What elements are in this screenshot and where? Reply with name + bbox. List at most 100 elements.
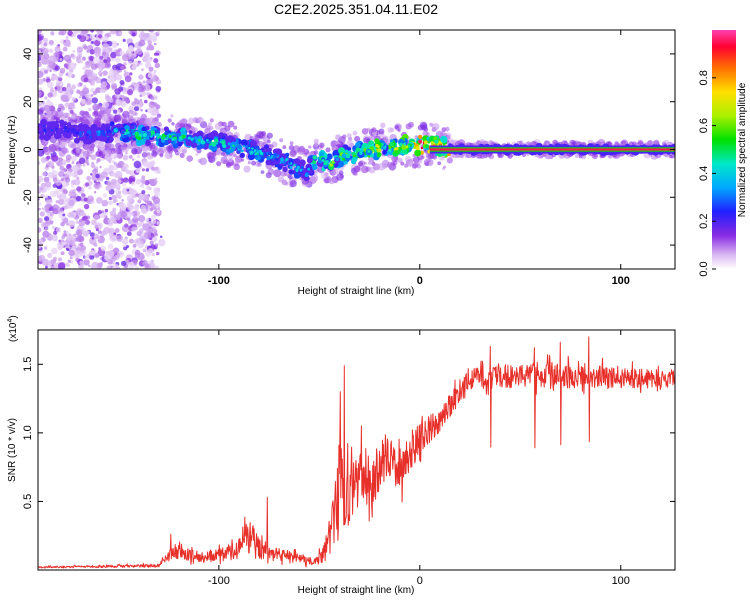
snr-panel: -100 0 100 0.5 1.0 1.5 Height of straight lin… (7, 315, 676, 596)
spectrogram-noise-dot (67, 234, 75, 242)
spectrogram-band-dot (210, 144, 218, 152)
spectrogram-noise-dot (38, 35, 42, 42)
spectrogram-core-dot (442, 143, 445, 146)
spectrogram-core-dot (377, 148, 382, 153)
spectrogram-band-dot (142, 137, 147, 142)
spectrogram-noise-dot (44, 246, 48, 250)
spectrogram-noise-dot (117, 153, 123, 160)
spectrogram-band-dot (50, 121, 55, 126)
spectrogram-noise-dot (61, 235, 65, 240)
spectrogram-noise-dot (53, 209, 59, 215)
spectrogram-noise-dot (112, 199, 117, 204)
spectrogram-halo-dot (55, 142, 60, 147)
spectrogram-noise-dot (65, 35, 69, 40)
spectrogram-band-dot (102, 135, 108, 141)
spectrogram-core-dot (394, 147, 398, 151)
spectrogram-noise-dot (77, 163, 82, 169)
spectrogram-band-dot (303, 175, 310, 182)
spectrogram-noise-dot (68, 189, 77, 197)
spectrogram-core-dot (290, 162, 293, 165)
spectrogram-noise-dot (136, 230, 142, 237)
snr-y-multiplier-close: ) (8, 315, 19, 318)
spectrogram-noise-dot (60, 251, 65, 256)
spectrogram-noise-dot (70, 179, 76, 185)
spectrogram-noise-dot (137, 155, 141, 158)
spectrogram-noise-dot (64, 177, 71, 183)
spectrogram-noise-dot (81, 216, 86, 221)
spectrogram-band-dot (240, 139, 248, 147)
spectrogram-noise-dot (48, 61, 56, 69)
spectrogram-halo-dot (273, 169, 282, 178)
spectrogram-core-dot (403, 142, 406, 145)
spectrogram-halo-dot (260, 170, 265, 175)
spectrogram-noise-dot (38, 207, 41, 211)
spectrogram-noise-dot (123, 72, 128, 77)
spectrogram-noise-dot (131, 181, 136, 186)
spectrogram-noise-dot (89, 154, 93, 158)
spectrogram-noise-dot (114, 228, 120, 233)
spectrogram-noise-dot (64, 233, 68, 237)
spectrogram-core-dot (399, 142, 403, 146)
spectrogram-x-label: Height of straight line (km) (298, 286, 415, 297)
spectrogram-halo-dot (104, 107, 112, 115)
spectrogram-core-dot (253, 149, 257, 153)
spectrogram-noise-dot (122, 38, 126, 43)
spectrogram-core-dot (296, 165, 300, 169)
spectrogram-noise-dot (101, 81, 108, 88)
spectrogram-halo-dot (421, 124, 428, 131)
spectrogram-noise-dot (131, 65, 137, 71)
spectrogram-halo-dot (171, 122, 175, 126)
spectrogram-noise-dot (93, 182, 100, 189)
spectrogram-band-dot (167, 139, 172, 144)
spectrogram-noise-dot (58, 198, 65, 205)
spectrogram-noise-dot (79, 82, 83, 87)
spectrogram-y-tick-label: 20 (22, 96, 34, 108)
spectrogram-noise-dot (97, 38, 101, 42)
spectrogram-halo-dot (122, 146, 129, 153)
spectrogram-noise-dot (154, 166, 159, 171)
spectrogram-noise-dot (144, 200, 148, 204)
spectrogram-halo-dot (308, 145, 312, 149)
spectrogram-core-dot (347, 150, 352, 155)
spectrogram-halo-dot (145, 117, 152, 124)
spectrogram-halo-dot (233, 125, 238, 130)
spectrogram-halo-dot (378, 128, 385, 135)
spectrogram-halo-dot (186, 155, 193, 162)
spectrogram-noise-dot (56, 160, 63, 167)
spectrogram-noise-dot (38, 244, 42, 249)
spectrogram-noise-dot (142, 223, 150, 231)
spectrogram-band-dot (305, 164, 313, 171)
spectrogram-noise-dot (95, 77, 102, 84)
spectrogram-panel: -100 0 100 -40 -20 0 20 40 Height of straight l… (7, 29, 676, 297)
spectrogram-noise-dot (154, 62, 160, 69)
spectrogram-halo-dot (412, 162, 419, 169)
spectrogram-noise-dot (127, 46, 135, 53)
spectrogram-noise-dot (137, 199, 142, 204)
spectrogram-halo-dot (153, 121, 160, 128)
spectrogram-noise-dot (116, 163, 121, 169)
spectrogram-band-dot (97, 127, 101, 131)
spectrogram-noise-dot (54, 46, 61, 53)
spectrogram-halo-dot (313, 150, 319, 155)
spectrogram-halo-dot (197, 117, 205, 124)
spectrogram-noise-dot (89, 249, 95, 256)
spectrogram-band-dot (78, 135, 84, 141)
spectrogram-halo-dot (397, 128, 401, 132)
spectrogram-halo-dot (223, 159, 228, 164)
spectrogram-noise-dot (56, 205, 60, 210)
spectrogram-noise-dot (134, 266, 140, 269)
spectrogram-noise-dot (38, 239, 44, 245)
spectrogram-noise-dot (67, 30, 73, 36)
spectrogram-halo-dot (216, 161, 222, 167)
spectrogram-core-dot (352, 154, 356, 158)
spectrogram-noise-dot (99, 62, 106, 68)
spectrogram-noise-dot (150, 96, 155, 101)
spectrogram-noise-dot (147, 43, 154, 50)
spectrogram-halo-dot (187, 117, 195, 125)
spectrogram-core-dot (46, 131, 50, 135)
spectrogram-band-dot (332, 150, 340, 158)
spectrogram-noise-dot (88, 196, 92, 200)
spectrogram-noise-dot (131, 213, 134, 216)
spectrogram-noise-dot (68, 239, 76, 247)
spectrogram-halo-dot (71, 114, 77, 120)
